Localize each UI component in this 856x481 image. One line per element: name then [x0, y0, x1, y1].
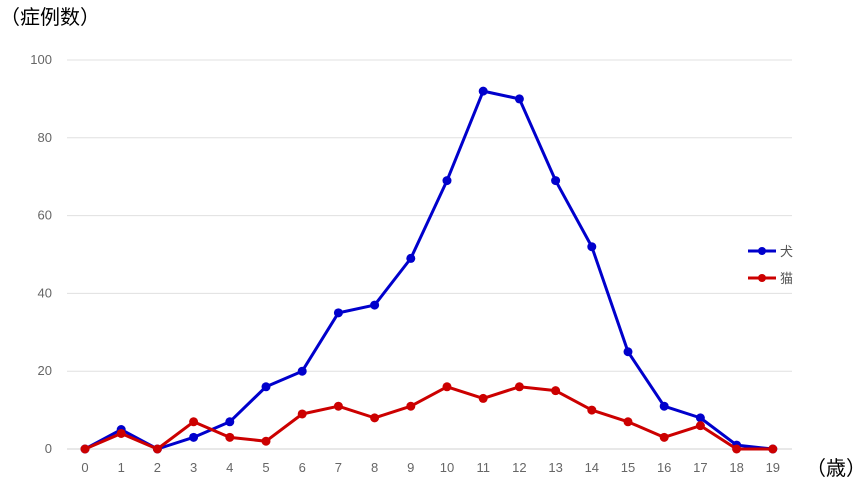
data-point: [551, 386, 561, 396]
x-tick-label: 2: [154, 460, 161, 475]
x-tick-label: 11: [476, 460, 490, 475]
series-lines: [80, 86, 778, 454]
x-tick-label: 18: [729, 460, 743, 475]
legend-item: 犬: [748, 245, 793, 260]
y-tick-labels: 0 20 40 60 80 100: [30, 52, 52, 456]
x-tick-label: 8: [371, 460, 378, 475]
data-point: [80, 444, 90, 454]
data-point: [333, 308, 343, 318]
data-point: [551, 176, 561, 186]
x-tick-label: 12: [512, 460, 526, 475]
data-point: [116, 428, 126, 438]
data-point: [261, 436, 271, 446]
x-tick-label: 13: [548, 460, 562, 475]
data-point: [514, 382, 524, 392]
legend-item: 猫: [748, 272, 793, 287]
data-point: [189, 432, 199, 442]
data-point: [695, 421, 705, 431]
x-tick-label: 16: [657, 460, 671, 475]
data-point: [370, 300, 380, 310]
data-point: [442, 382, 452, 392]
data-point: [406, 253, 416, 263]
data-point: [189, 417, 199, 427]
data-point: [406, 401, 416, 411]
data-point: [659, 432, 669, 442]
x-tick-labels: 0 1 2 3 4 5 6 7 8 9 10 11 12 13 14 15 16 17 18 19: [81, 460, 780, 475]
data-point: [297, 366, 307, 376]
data-point: [695, 413, 705, 423]
data-point: [478, 393, 488, 403]
data-point: [478, 86, 488, 96]
x-tick-label: 1: [118, 460, 125, 475]
y-tick-label: 40: [38, 285, 52, 300]
x-tick-label: 4: [226, 460, 233, 475]
gridlines: [67, 59, 792, 450]
y-axis-unit-label: （症例数）: [0, 5, 100, 29]
data-point: [297, 409, 307, 419]
data-point: [152, 444, 162, 454]
x-tick-label: 5: [262, 460, 269, 475]
legend-label: 犬: [780, 245, 793, 260]
y-tick-label: 0: [45, 441, 52, 456]
data-point: [514, 94, 524, 104]
y-tick-label: 80: [38, 130, 52, 145]
x-tick-label: 6: [299, 460, 306, 475]
y-tick-label: 60: [38, 208, 52, 223]
data-point: [587, 405, 597, 415]
x-tick-label: 19: [766, 460, 780, 475]
series-1: [80, 86, 778, 454]
data-point: [370, 413, 380, 423]
x-tick-label: 3: [190, 460, 197, 475]
x-tick-label: 9: [407, 460, 414, 475]
data-point: [587, 242, 597, 252]
series-2: [80, 382, 778, 454]
legend: 犬猫: [748, 245, 793, 287]
x-tick-label: 14: [585, 460, 599, 475]
x-axis-unit-label: （歳）: [806, 456, 856, 480]
data-point: [623, 347, 633, 357]
series-line: [83, 385, 775, 451]
data-point: [659, 401, 669, 411]
x-tick-label: 10: [440, 460, 454, 475]
legend-swatch-marker: [758, 247, 766, 255]
x-tick-label: 17: [693, 460, 707, 475]
y-tick-label: 100: [30, 52, 52, 67]
data-point: [333, 401, 343, 411]
series-line: [83, 89, 775, 451]
data-point: [225, 417, 235, 427]
x-tick-label: 15: [621, 460, 635, 475]
x-tick-label: 7: [335, 460, 342, 475]
data-point: [261, 382, 271, 392]
data-point: [225, 432, 235, 442]
y-tick-label: 20: [38, 363, 52, 378]
legend-label: 猫: [780, 272, 793, 287]
data-point: [623, 417, 633, 427]
legend-swatch-marker: [758, 274, 766, 282]
data-point: [768, 444, 778, 454]
x-tick-label: 0: [81, 460, 88, 475]
data-point: [442, 176, 452, 186]
data-point: [732, 444, 742, 454]
